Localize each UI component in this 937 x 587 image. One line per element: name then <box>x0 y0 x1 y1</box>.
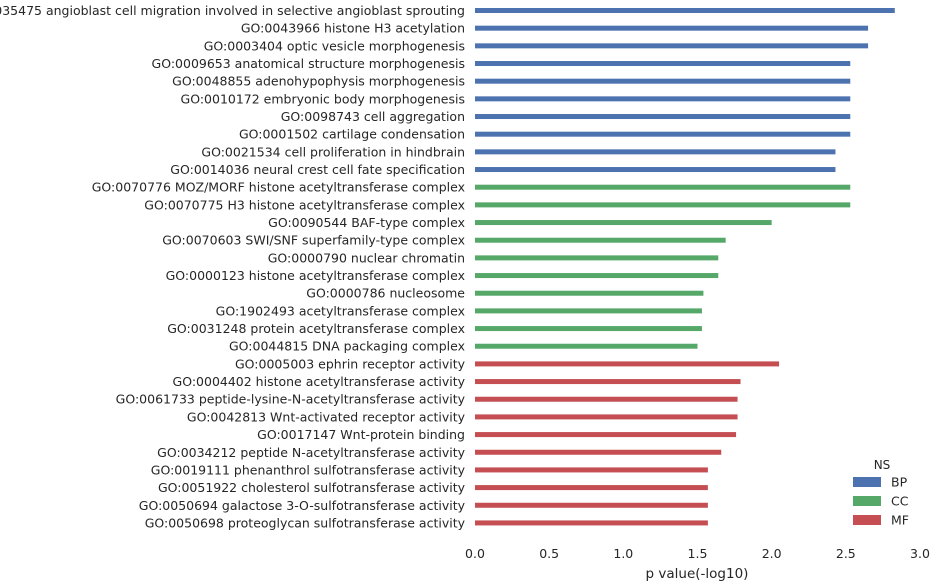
category-label: GO:1902493 acetyltransferase complex <box>216 303 465 318</box>
category-label: GO:0044815 DNA packaging complex <box>229 339 465 354</box>
category-label: GO:0042813 Wnt-activated receptor activi… <box>187 409 466 424</box>
bar <box>475 396 738 402</box>
bar <box>475 96 851 102</box>
legend-title: NS <box>874 458 891 472</box>
category-label: GO:0000786 nucleosome <box>306 286 465 301</box>
legend-swatch <box>853 477 881 487</box>
category-label: GO:0009653 anatomical structure morphoge… <box>152 56 465 71</box>
bar <box>475 43 869 49</box>
category-label: GO:0090544 BAF-type complex <box>268 215 465 230</box>
category-label: GO:0043966 histone H3 acetylation <box>241 21 465 36</box>
category-label: GO:0070775 H3 histone acetyltransferase … <box>144 197 465 212</box>
bar <box>475 149 836 155</box>
bar <box>475 114 851 120</box>
bar <box>475 520 708 526</box>
x-tick-label: 1.0 <box>613 546 633 561</box>
bar <box>475 290 704 296</box>
bar <box>475 202 851 208</box>
category-label: GO:0035475 angioblast cell migration inv… <box>0 3 465 18</box>
category-label: GO:0017147 Wnt-protein binding <box>257 427 465 442</box>
category-label: GO:0014036 neural crest cell fate specif… <box>170 162 465 177</box>
category-label: GO:0000123 histone acetyltransferase com… <box>166 268 465 283</box>
category-label: GO:0019111 phenanthrol sulfotransferase … <box>151 462 466 477</box>
x-tick-label: 0.0 <box>465 546 485 561</box>
bar <box>475 326 702 332</box>
category-label: GO:0000790 nuclear chromatin <box>268 250 465 265</box>
x-tick-label: 3.0 <box>910 546 930 561</box>
category-label: GO:0031248 protein acetyltransferase com… <box>167 321 465 336</box>
bars-group <box>475 8 895 526</box>
category-label: GO:0070603 SWI/SNF superfamily-type comp… <box>162 233 465 248</box>
bar <box>475 184 851 190</box>
x-tick-labels-group: 0.0 0.5 1.0 1.5 2.0 2.5 3.0 <box>465 546 930 561</box>
bar <box>475 449 722 455</box>
category-label: GO:0051922 cholesterol sulfotransferase … <box>158 480 466 495</box>
bar <box>475 502 708 508</box>
legend-label: BP <box>891 475 908 490</box>
category-label: GO:0034212 peptide N-acetyltransferase a… <box>157 445 465 460</box>
bar <box>475 8 895 13</box>
category-label: GO:0003404 optic vesicle morphogenesis <box>204 38 465 53</box>
legend: NS BP CC MF <box>853 458 909 528</box>
category-label: GO:0050698 proteoglycan sulfotransferase… <box>145 515 466 530</box>
category-label: GO:0010172 embryonic body morphogenesis <box>181 91 465 106</box>
x-tick-label: 2.0 <box>762 546 782 561</box>
category-label: GO:0061733 peptide-lysine-N-acetyltransf… <box>116 392 466 407</box>
legend-swatch <box>853 496 881 506</box>
x-tick-label: 1.5 <box>688 546 708 561</box>
category-label: GO:0098743 cell aggregation <box>281 109 465 124</box>
category-label: GO:0070776 MOZ/MORF histone acetyltransf… <box>92 180 465 195</box>
category-label: GO:0050694 galactose 3-O-sulfotransferas… <box>139 498 466 513</box>
bar <box>475 220 772 226</box>
bar <box>475 78 851 84</box>
bar <box>475 237 726 243</box>
bar <box>475 467 708 473</box>
bar <box>475 343 698 349</box>
legend-label: CC <box>891 494 909 509</box>
bar <box>475 379 741 385</box>
x-tick-label: 2.5 <box>836 546 856 561</box>
bar <box>475 361 780 367</box>
bar <box>475 414 738 420</box>
bar <box>475 255 719 261</box>
bar <box>475 485 708 491</box>
category-label: GO:0004402 histone acetyltransferase act… <box>173 374 466 389</box>
bar <box>475 273 719 279</box>
category-label: GO:0001502 cartilage condensation <box>239 127 465 142</box>
bar <box>475 167 836 173</box>
bar <box>475 308 702 314</box>
legend-label: MF <box>891 513 909 528</box>
bar <box>475 25 869 31</box>
category-label: GO:0021534 cell proliferation in hindbra… <box>201 144 465 159</box>
legend-swatch <box>853 515 881 525</box>
category-label: GO:0048855 adenohypophysis morphogenesis <box>172 74 465 89</box>
bar <box>475 432 737 438</box>
x-tick-label: 0.5 <box>539 546 559 561</box>
bar <box>475 61 851 67</box>
category-label: GO:0005003 ephrin receptor activity <box>235 356 466 371</box>
bar <box>475 131 851 137</box>
category-labels-group: GO:0035475 angioblast cell migration inv… <box>0 3 466 530</box>
x-axis-title: p value(-log10) <box>646 566 749 582</box>
